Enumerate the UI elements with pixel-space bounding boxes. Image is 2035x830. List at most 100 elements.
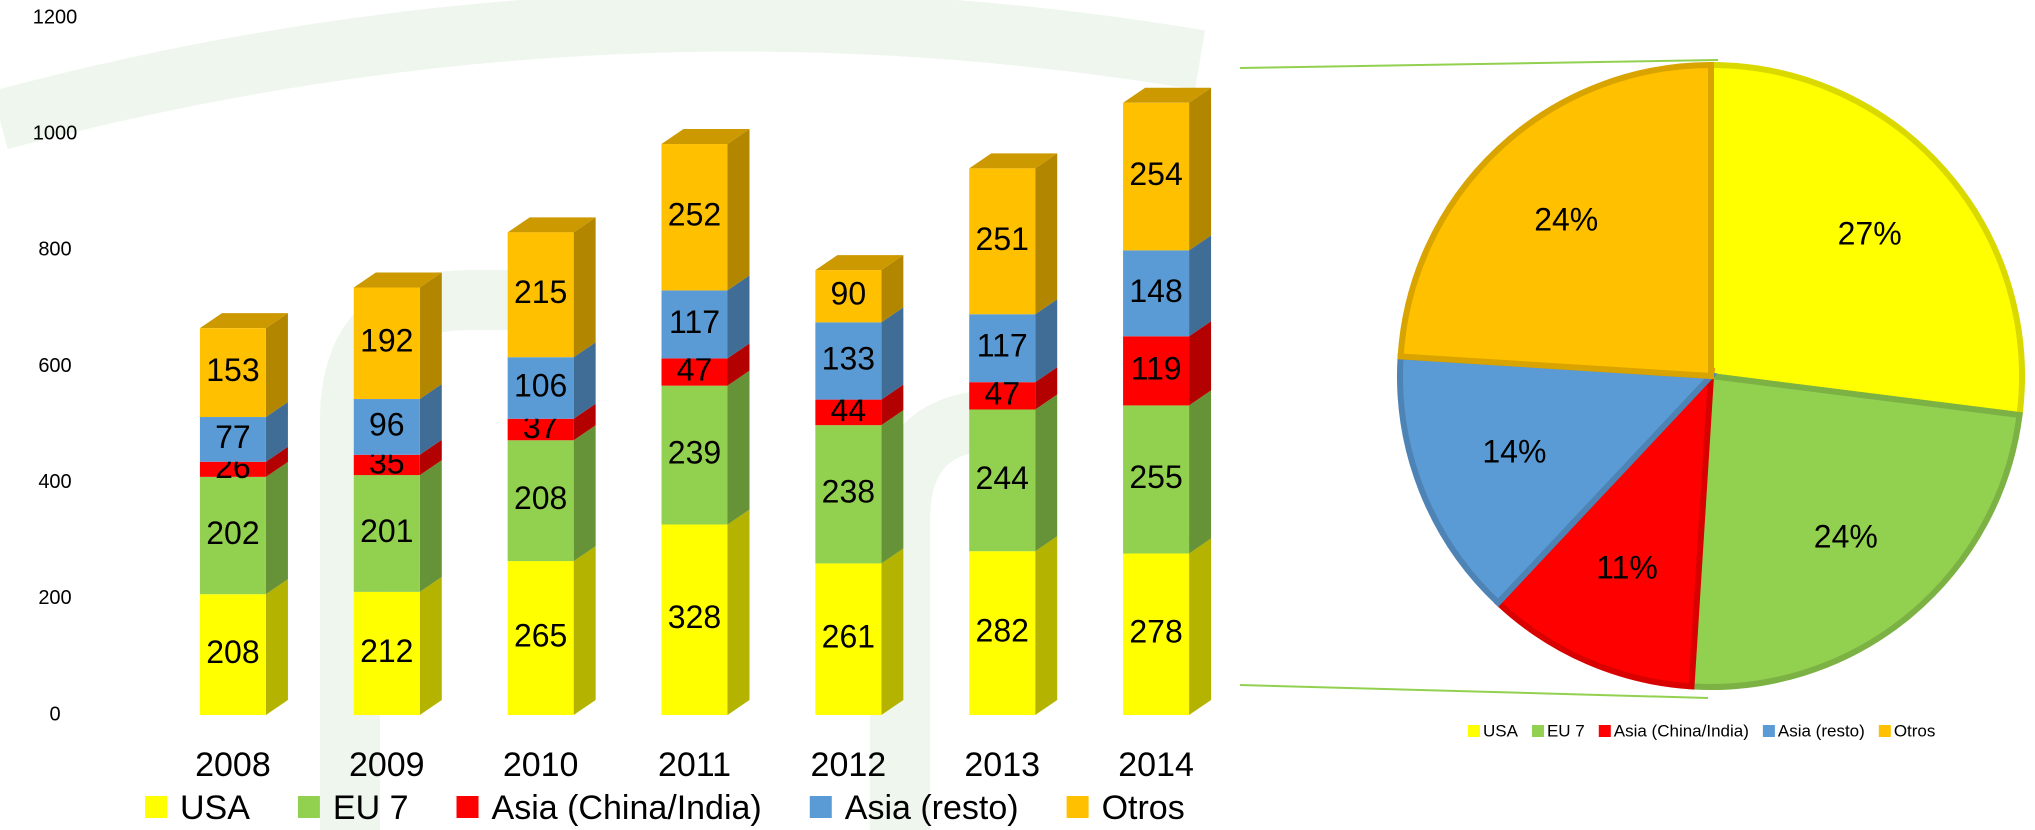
data-label: 208 [206,634,259,670]
legend-swatch [1762,725,1775,737]
bar [969,382,1036,410]
bar [1123,250,1190,337]
data-label: 282 [976,613,1029,649]
legend-label: Asia (China/India) [492,789,762,827]
x-tick-label: 2008 [195,746,271,784]
bar [199,594,266,715]
bar-top [661,129,750,145]
x-tick-label: 2014 [1118,746,1194,784]
bar-depth [265,579,288,715]
connector-line [1239,684,1709,699]
bar-depth [727,509,750,715]
legend-label: EU 7 [1547,721,1585,740]
connector-line [1239,59,1719,69]
bar-depth [1035,367,1058,410]
bar [815,322,882,400]
bar-top [507,217,596,233]
data-label: 27% [1838,216,1902,252]
pie-slice [1397,353,1718,607]
data-label: 238 [822,474,875,510]
bar-depth [1035,299,1058,383]
bar-depth [573,403,596,441]
bar-depth [881,255,904,323]
data-label: 254 [1129,156,1182,192]
bar [969,551,1036,715]
bg-arc [0,0,1205,149]
data-label: 278 [1129,614,1182,650]
bar [969,409,1036,552]
legend-label: USA [180,789,250,827]
legend-swatch [1598,725,1611,737]
data-label: 153 [206,352,259,388]
data-label: 255 [1129,459,1182,495]
bar-depth [1189,321,1212,406]
bar [661,358,728,386]
legend-label: Asia (China/India) [1614,721,1749,740]
bar [969,314,1036,383]
data-label: 215 [514,274,567,310]
data-label: 212 [360,633,413,669]
bar [199,328,266,418]
data-label: 265 [514,617,567,653]
data-label: 106 [514,367,567,403]
y-tick-label: 1000 [33,122,78,144]
x-tick-label: 2011 [658,746,731,784]
legend-label: Otros [1102,789,1185,827]
bar-depth [573,546,596,715]
bar-depth [881,410,904,564]
bar-depth [1035,153,1058,315]
bar-depth [419,439,442,476]
legend-swatch [809,796,832,818]
pie-slice [1493,367,1715,690]
bar-top [353,272,442,288]
legend-label: Asia (resto) [845,789,1019,827]
bar [353,591,420,715]
bar [661,385,728,525]
bar [815,399,882,426]
bar [507,561,574,715]
bar [507,232,574,358]
bar-depth [1035,394,1058,552]
bar [507,418,574,441]
bar-depth [1189,235,1212,337]
bar [661,524,728,715]
bar-depth [1189,87,1212,251]
data-label: 244 [976,460,1029,496]
bar [661,290,728,359]
data-label: 251 [976,221,1029,257]
legend-swatch [1531,725,1544,737]
data-label: 202 [206,515,259,551]
data-label: 90 [831,276,867,312]
bar-depth [265,402,288,462]
y-tick-label: 800 [38,239,71,261]
bar-depth [727,370,750,525]
bar-depth [1189,538,1212,715]
data-label: 117 [977,328,1028,364]
bar [353,287,420,400]
bar [199,461,266,477]
legend-swatch [456,796,479,818]
legend-label: Asia (resto) [1778,721,1865,740]
legend-label: EU 7 [333,789,409,827]
y-tick-label: 400 [38,471,71,493]
data-label: 192 [360,323,413,359]
bar [353,454,420,476]
bar-depth [881,384,904,426]
data-label: 252 [668,197,721,233]
bar-depth [419,272,442,400]
bar-depth [881,307,904,400]
bar-depth [727,129,750,291]
bar-depth [573,342,596,419]
bar [353,475,420,592]
pie-slice [1688,372,2023,690]
data-label: 117 [669,304,720,340]
bar-depth [419,384,442,455]
data-label: 77 [215,419,251,455]
data-label: 96 [369,406,405,442]
bar [507,357,574,419]
x-tick-label: 2010 [503,746,579,784]
bar [1123,405,1190,554]
legend-swatch [1468,725,1480,737]
data-label: 11% [1596,550,1658,586]
